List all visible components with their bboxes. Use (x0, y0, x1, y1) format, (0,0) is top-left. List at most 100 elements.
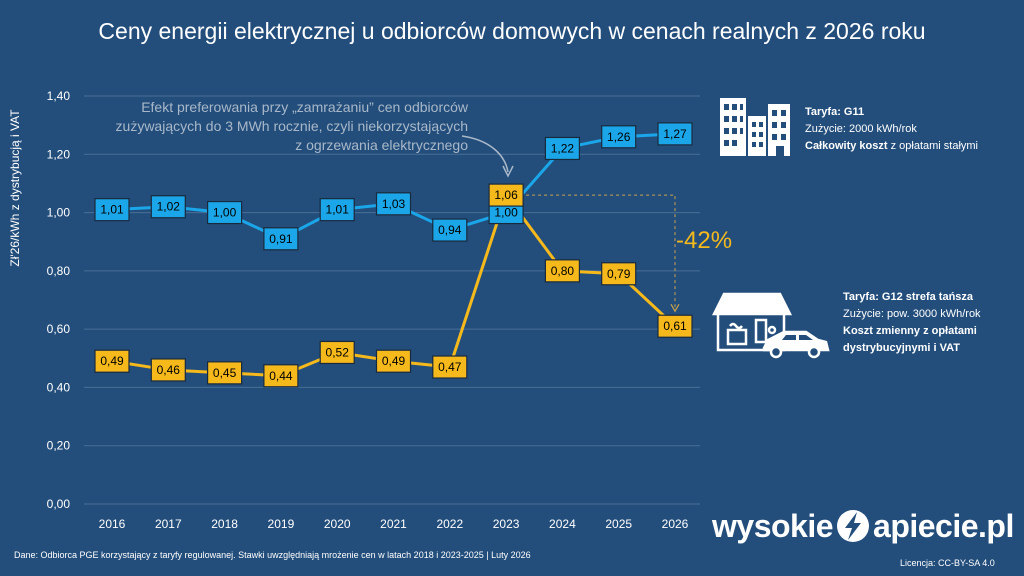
data-label: 0,91 (269, 232, 293, 246)
data-label-box (319, 198, 355, 222)
data-label-box (150, 358, 186, 382)
lightning-bolt-icon (837, 510, 870, 542)
chart-series (111, 132, 677, 378)
data-point-g11: 1,27 (657, 122, 693, 146)
data-point-g12: 0,44 (263, 364, 299, 388)
data-label-box (657, 122, 693, 146)
data-label: 0,80 (551, 264, 575, 278)
data-point-g12: 0,47 (432, 355, 468, 379)
data-point-g11: 1,22 (544, 136, 581, 161)
data-label: 0,61 (663, 319, 687, 333)
data-point-g11: 1,01 (319, 198, 355, 222)
tariff-g12-cost: Koszt zmienny z opłatami dystrybucyjnymi… (843, 325, 977, 354)
data-label: 1,01 (326, 203, 350, 217)
y-axis-label: Zł'26/kWh z dystrybucją i VAT (8, 109, 22, 267)
x-tick-label: 2017 (155, 517, 182, 531)
data-label-box (263, 364, 299, 388)
data-label-box (375, 192, 412, 216)
chart-title: Ceny energii elektrycznej u odbiorców do… (98, 18, 926, 44)
data-point-g12: 0,45 (207, 361, 243, 385)
data-label-box (263, 227, 299, 251)
y-tick-label: 0,80 (47, 264, 71, 278)
data-label: 1,27 (663, 127, 687, 141)
tariff-g11-name: Taryfa: G11 (805, 106, 865, 118)
y-tick-label: 0,60 (47, 322, 71, 336)
data-point-g12: 0,49 (94, 349, 130, 373)
data-label-box (601, 262, 637, 286)
data-label: 1,01 (100, 203, 124, 217)
data-label: 0,49 (382, 354, 406, 368)
data-label: 1,00 (213, 206, 237, 220)
electric-car-icon (762, 330, 830, 359)
data-label-box (601, 125, 637, 149)
data-point-g12: 0,61 (657, 314, 693, 338)
y-tick-label: 1,40 (47, 89, 71, 103)
data-point-g12: 0,80 (544, 259, 581, 283)
data-point-g11: 1,03 (375, 192, 412, 216)
chart-gridlines (84, 95, 700, 505)
y-tick-label: 1,20 (47, 147, 71, 161)
tariff-g12-info: Taryfa: G12 strefa tańsza Zużycie: pow. … (843, 289, 1023, 357)
data-label-box (207, 200, 243, 225)
data-point-g11: 0,94 (432, 218, 468, 242)
data-point-g11: 1,00 (207, 200, 243, 225)
tariff-g11-cost-bold: Całkowity koszt (805, 140, 888, 152)
data-label: 1,03 (382, 197, 406, 211)
data-label-box (544, 136, 581, 161)
data-label: 0,79 (607, 267, 631, 281)
data-label: 0,46 (157, 363, 181, 377)
data-label-box (657, 314, 693, 338)
data-label-box (94, 198, 130, 222)
brand-right: apiecie.pl (873, 508, 1014, 544)
data-label: 1,02 (157, 200, 181, 214)
data-label: 0,49 (100, 354, 124, 368)
data-label: 0,44 (269, 369, 293, 383)
tariff-g11-cost: Całkowity koszt z opłatami stałymi (805, 138, 1015, 155)
source-note: Dane: Odbiorca PGE korzystający z taryfy… (14, 550, 531, 560)
tariff-g11-info: Taryfa: G11 Zużycie: 2000 kWh/rok Całkow… (805, 104, 1015, 155)
data-point-g11: 1,02 (150, 195, 186, 219)
y-tick-label: 0,20 (47, 439, 71, 453)
building-icon (720, 98, 790, 156)
data-label: 0,52 (326, 345, 350, 359)
data-label-box (432, 218, 468, 242)
x-tick-label: 2023 (493, 517, 520, 531)
tariff-g12-name: Taryfa: G12 strefa tańsza (843, 291, 974, 303)
data-label-box (150, 195, 186, 219)
data-point-g11: 1,01 (94, 198, 130, 222)
brand-logo: wysokie apiecie.pl (712, 508, 1014, 545)
data-point-g11: 1,00 (488, 200, 524, 225)
x-tick-label: 2019 (268, 517, 295, 531)
data-label: 0,45 (213, 366, 237, 380)
data-point-g11: 0,91 (263, 227, 299, 251)
y-tick-label: 1,00 (47, 206, 71, 220)
data-point-g12: 0,52 (319, 340, 355, 365)
data-label: 1,06 (494, 188, 518, 202)
x-tick-label: 2022 (436, 517, 463, 531)
x-tick-label: 2021 (380, 517, 407, 531)
data-label-box (319, 340, 355, 365)
brand-left: wysokie (712, 508, 834, 544)
data-label: 1,22 (551, 141, 575, 155)
data-point-g11: 1,26 (601, 125, 637, 149)
annotation-arrowhead (502, 165, 514, 178)
data-point-g12: 0,46 (150, 358, 186, 382)
data-label-box (207, 361, 243, 385)
data-label: 0,94 (438, 223, 462, 237)
chart-tick-labels: 0,00 0,20 0,40 0,60 0,80 1,00 1,20 1,40 2016 2017… (47, 89, 689, 531)
data-label-box (432, 355, 468, 379)
change-arrowhead (670, 303, 680, 313)
data-label-box (544, 259, 581, 283)
data-label-box (488, 183, 524, 207)
data-point-g12: 0,79 (601, 262, 637, 286)
annotation-arrow (461, 135, 509, 173)
x-tick-label: 2016 (99, 517, 126, 531)
y-tick-label: 0,00 (47, 497, 71, 511)
series-line-g12 (111, 193, 677, 378)
license-note: Licencja: CC-BY-SA 4.0 (900, 558, 995, 568)
x-tick-label: 2020 (324, 517, 351, 531)
y-tick-label: 0,40 (47, 380, 71, 394)
chart-annotations (461, 135, 680, 313)
data-label-box (375, 349, 412, 373)
